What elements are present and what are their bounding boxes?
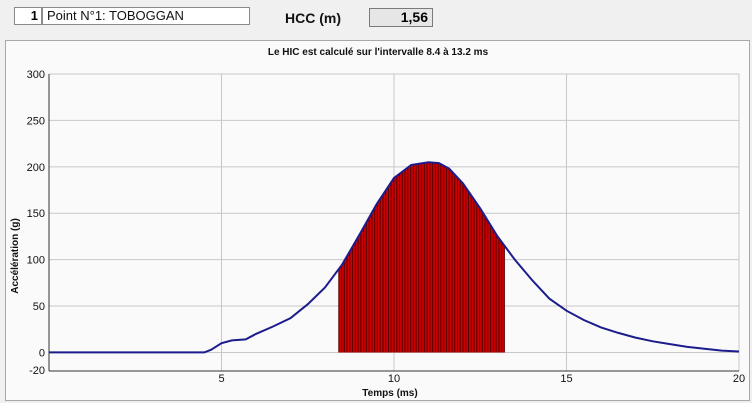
y-tick-label: 250: [27, 115, 45, 127]
y-axis-label: Accélération (g): [10, 218, 21, 294]
hcc-value-field: 1,56: [369, 8, 433, 27]
chart-panel: Le HIC est calculé sur l'intervalle 8.4 …: [5, 40, 750, 401]
y-tick-label: 150: [27, 208, 45, 220]
y-tick-label: 100: [27, 255, 45, 267]
x-tick-label: 5: [218, 373, 224, 385]
x-tick-label: 20: [733, 373, 745, 385]
x-tick-label: 15: [560, 373, 572, 385]
acceleration-curve: [49, 161, 740, 354]
chart-title: Le HIC est calculé sur l'intervalle 8.4 …: [268, 47, 489, 58]
hic-interval-bars: [338, 162, 505, 353]
top-toolbar: 1 Point N°1: TOBOGGAN HCC (m) 1,56: [0, 0, 752, 38]
x-axis-label: Temps (ms): [362, 388, 417, 399]
chart-ticks: 5 10 15 20 -20 0 50 100 150 200 250 300: [27, 69, 745, 385]
hcc-label: HCC (m): [285, 10, 341, 26]
point-name-field[interactable]: Point N°1: TOBOGGAN: [42, 7, 250, 25]
y-tick-label: 50: [33, 301, 45, 313]
x-tick-label: 10: [388, 373, 400, 385]
y-tick-label: 300: [27, 69, 45, 81]
acceleration-chart: Le HIC est calculé sur l'intervalle 8.4 …: [10, 47, 745, 399]
y-tick-label: 0: [39, 347, 45, 359]
y-tick-label: 200: [27, 162, 45, 174]
y-tick-label: -20: [29, 365, 45, 377]
chart-axes: [48, 74, 739, 372]
point-number-field[interactable]: 1: [14, 7, 42, 25]
